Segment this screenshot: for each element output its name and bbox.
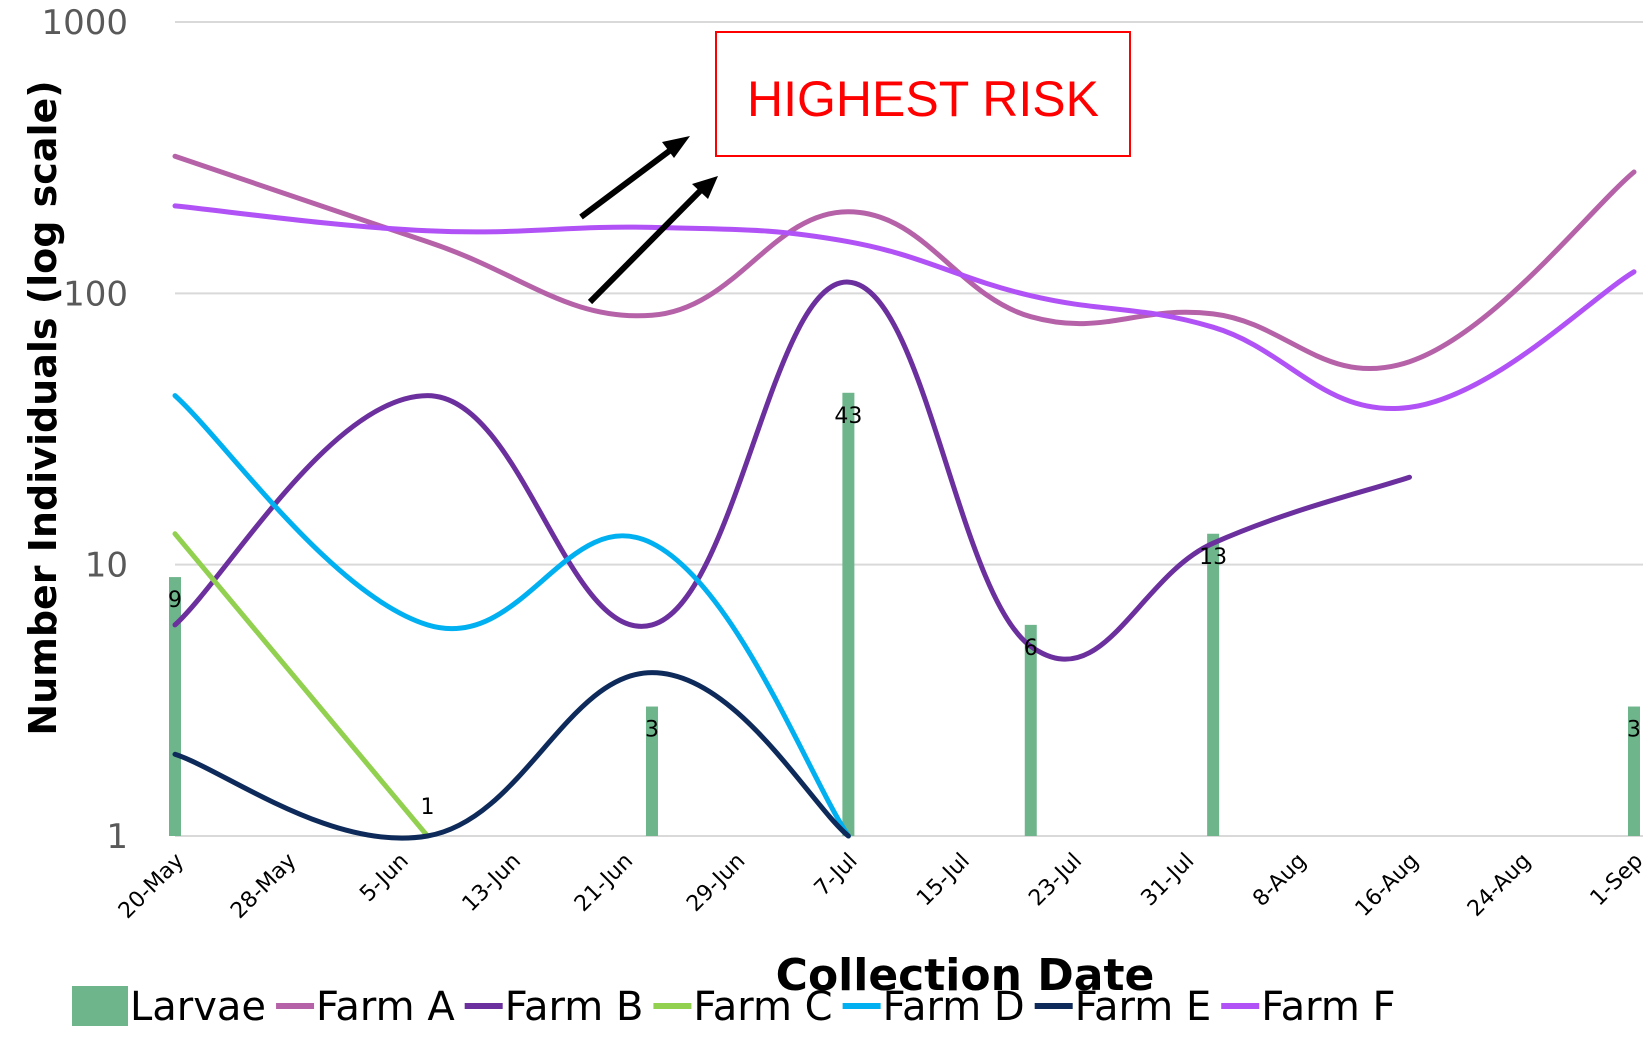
legend-label: Farm E (1075, 984, 1212, 1030)
legend-label: Farm D (883, 984, 1025, 1030)
y-tick-label: 1 (106, 817, 128, 857)
arrow-lower-head (692, 176, 718, 199)
x-tick-label: 13-Jun (458, 849, 526, 917)
larvae-bar (842, 392, 855, 836)
farm-lines (172, 153, 1637, 841)
x-tick-label: 5-Jun (355, 849, 413, 907)
x-tick-label: 7-Jul (810, 849, 863, 902)
series-line (172, 531, 430, 839)
bar-data-label: 13 (1199, 545, 1227, 570)
series-line (172, 153, 1637, 372)
legend-label: Farm F (1261, 984, 1395, 1030)
series-line (172, 279, 1412, 662)
legend-label: Larvae (130, 984, 266, 1030)
y-tick-label: 100 (63, 274, 128, 314)
larvae-bar (1024, 624, 1037, 836)
x-tick-label: 15-Jul (912, 849, 975, 912)
bar-data-label: 3 (645, 718, 659, 743)
annotation-box (715, 31, 1131, 157)
x-tick-label: 28-May (226, 849, 301, 924)
gridlines (175, 21, 1643, 837)
legend-label: Farm C (693, 984, 832, 1030)
larvae-bar (1207, 533, 1220, 836)
highest-risk-annotation: HIGHEST RISK (579, 31, 1131, 305)
y-axis-label: Number Individuals (log scale) (21, 80, 65, 735)
x-tick-label: 21-Jun (570, 849, 638, 917)
bar-data-label: 1 (421, 795, 435, 820)
legend-label: Farm B (505, 984, 644, 1030)
series-line (172, 203, 1637, 412)
x-axis-label: Collection Date (776, 950, 1155, 1001)
bar-data-label: 9 (168, 588, 182, 613)
x-tick-label: 29-Jun (682, 849, 750, 917)
x-tick-label: 20-May (114, 849, 189, 924)
y-axis-ticks: 1 10 100 1000 (41, 3, 128, 857)
larvae-bar (1628, 706, 1640, 836)
bar-data-label: 3 (1627, 718, 1641, 743)
bar-data-label: 6 (1024, 636, 1038, 661)
legend-label: Farm A (316, 984, 455, 1030)
x-axis-ticks: 20-May 28-May 5-Jun 13-Jun 21-Jun 29-Jun 7-Jul… (114, 849, 1643, 924)
legend: Larvae Farm A Farm B Farm C Farm D Farm E Farm… (72, 984, 1396, 1030)
larvae-bar (169, 577, 181, 836)
series-line (172, 393, 851, 839)
x-tick-label: 31-Jul (1137, 849, 1200, 912)
legend-swatch (72, 986, 128, 1026)
x-tick-label: 23-Jul (1024, 849, 1087, 912)
larvae-bars (169, 392, 1640, 836)
x-tick-label: 8-Aug (1248, 849, 1311, 912)
arrow-lower (587, 183, 708, 305)
series-line (172, 670, 851, 841)
x-tick-label: 16-Aug (1351, 849, 1424, 922)
larvae-bar (645, 706, 658, 836)
x-tick-label: 24-Aug (1463, 849, 1536, 922)
x-tick-label: 1-Sep (1586, 849, 1643, 912)
arrow-upper (579, 143, 678, 220)
arrow-upper-head (662, 136, 690, 158)
annotation-text: HIGHEST RISK (747, 71, 1099, 127)
bar-data-label: 43 (834, 404, 862, 429)
y-tick-label: 10 (85, 546, 128, 586)
y-tick-label: 1000 (41, 3, 128, 43)
